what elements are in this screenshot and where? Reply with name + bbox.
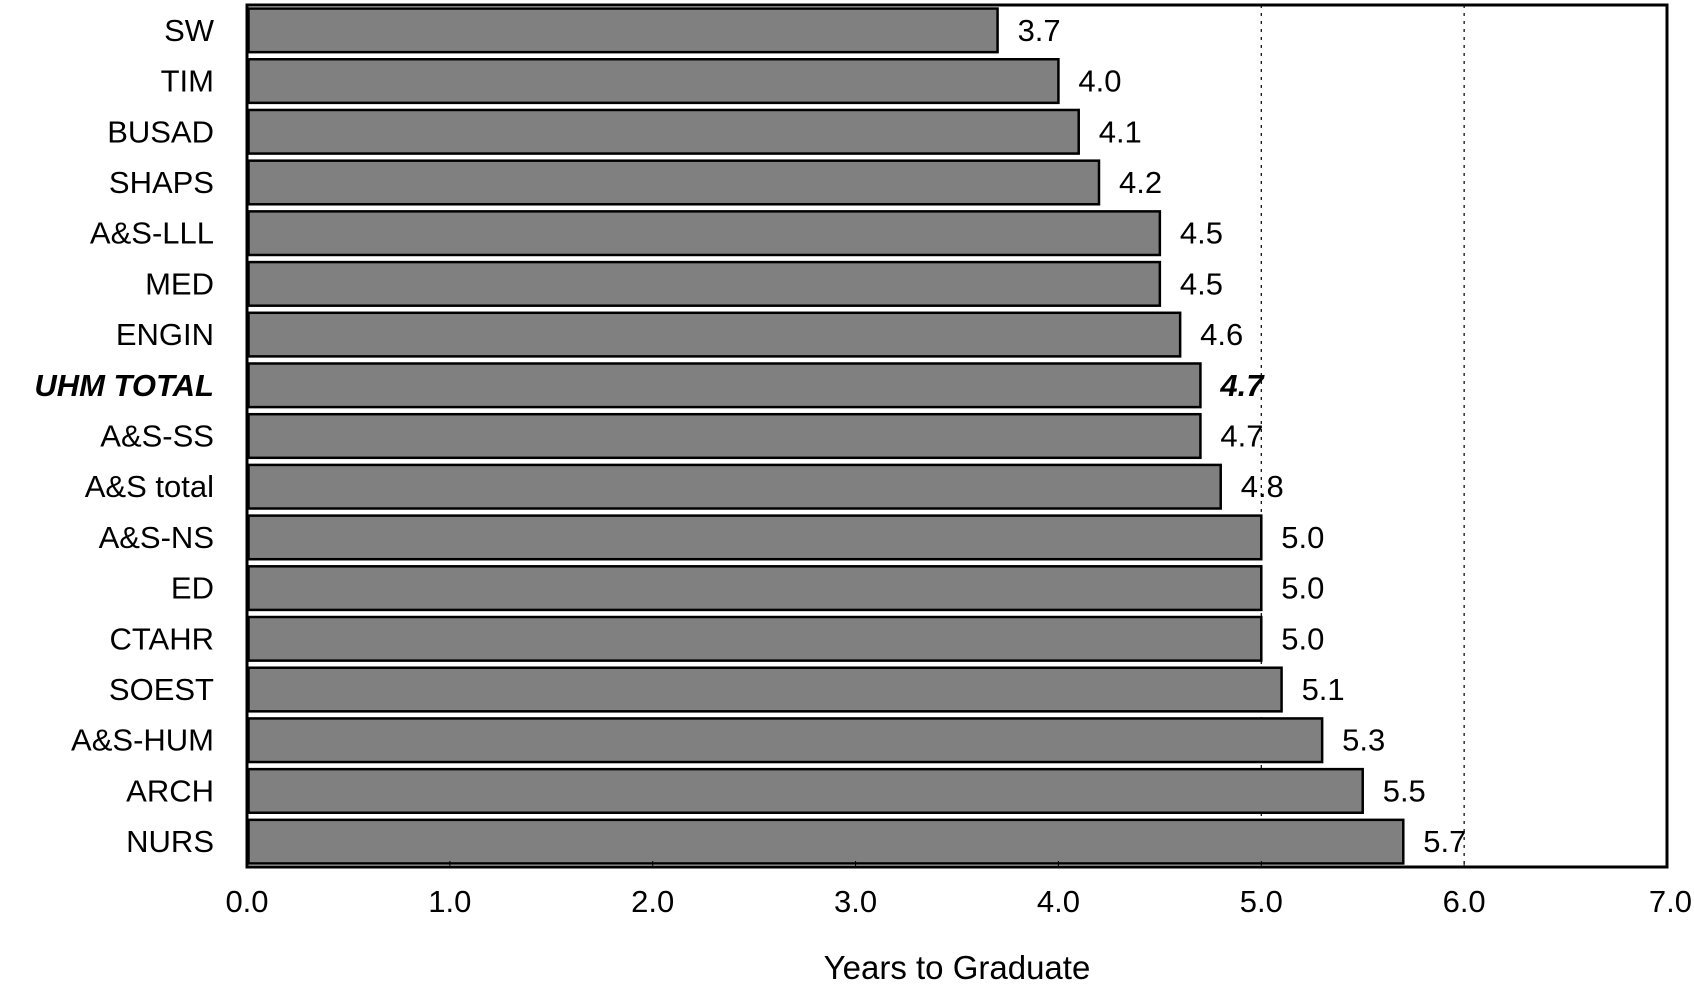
value-label-1: 4.0 (1078, 64, 1121, 99)
value-label-4: 4.5 (1180, 216, 1223, 251)
value-label-10: 5.0 (1281, 520, 1324, 555)
value-label-8: 4.7 (1220, 419, 1263, 454)
category-label-3: SHAPS (109, 165, 214, 200)
x-tick-label-5: 5.0 (1240, 884, 1283, 919)
x-tick-label-1: 1.0 (428, 884, 471, 919)
x-tick-label-7: 7.0 (1649, 884, 1692, 919)
category-label-2: BUSAD (107, 114, 214, 149)
x-tick-label-4: 4.0 (1037, 884, 1080, 919)
bar-0 (247, 7, 999, 54)
category-label-7: UHM TOTAL (34, 368, 214, 403)
value-label-13: 5.1 (1302, 672, 1345, 707)
bar-6 (247, 311, 1182, 358)
x-tick-label-6: 6.0 (1443, 884, 1486, 919)
category-label-5: MED (145, 266, 214, 301)
category-label-1: TIM (161, 64, 214, 99)
x-tick-label-2: 2.0 (631, 884, 674, 919)
bar-16 (247, 818, 1405, 865)
category-label-11: ED (171, 571, 214, 606)
value-label-15: 5.5 (1383, 773, 1426, 808)
category-label-4: A&S-LLL (90, 216, 214, 251)
bar-4 (247, 210, 1162, 257)
category-label-10: A&S-NS (99, 520, 214, 555)
bar-7 (247, 362, 1202, 409)
bar-1 (247, 58, 1060, 105)
bar-3 (247, 159, 1101, 206)
value-label-5: 4.5 (1180, 266, 1223, 301)
category-label-8: A&S-SS (100, 419, 214, 454)
category-label-15: ARCH (126, 773, 214, 808)
category-label-13: SOEST (109, 672, 214, 707)
value-label-11: 5.0 (1281, 571, 1324, 606)
category-label-0: SW (164, 13, 215, 48)
value-label-2: 4.1 (1099, 114, 1142, 149)
category-label-9: A&S total (85, 469, 214, 504)
bar-15 (247, 767, 1364, 814)
bar-12 (247, 615, 1263, 662)
bar-13 (247, 666, 1283, 713)
bar-5 (247, 260, 1162, 307)
bar-2 (247, 108, 1080, 155)
bar-8 (247, 412, 1202, 460)
value-label-16: 5.7 (1423, 824, 1466, 859)
category-label-12: CTAHR (110, 621, 214, 656)
value-label-7: 4.7 (1219, 368, 1265, 403)
x-tick-label-0: 0.0 (225, 884, 268, 919)
x-tick-label-3: 3.0 (834, 884, 877, 919)
value-label-3: 4.2 (1119, 165, 1162, 200)
category-label-16: NURS (126, 824, 214, 859)
value-label-0: 3.7 (1018, 13, 1061, 48)
value-label-9: 4.8 (1241, 469, 1284, 504)
bar-14 (247, 717, 1324, 764)
category-label-14: A&S-HUM (71, 723, 214, 758)
value-label-12: 5.0 (1281, 621, 1324, 656)
bar-9 (247, 463, 1222, 510)
bar-10 (247, 514, 1263, 561)
value-label-14: 5.3 (1342, 723, 1385, 758)
x-axis-title: Years to Graduate (824, 949, 1091, 986)
category-label-6: ENGIN (116, 317, 214, 352)
bar-11 (247, 565, 1263, 612)
value-label-6: 4.6 (1200, 317, 1243, 352)
